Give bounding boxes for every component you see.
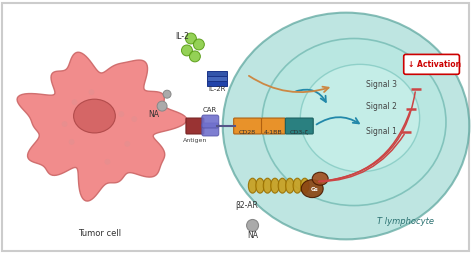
FancyBboxPatch shape: [186, 118, 204, 134]
Text: Gs: Gs: [310, 187, 318, 192]
Ellipse shape: [263, 178, 272, 193]
Ellipse shape: [256, 178, 264, 193]
Ellipse shape: [223, 13, 469, 239]
Text: IL-2R: IL-2R: [208, 86, 226, 92]
Circle shape: [69, 139, 74, 145]
Polygon shape: [207, 71, 227, 76]
Polygon shape: [17, 52, 187, 201]
Circle shape: [62, 121, 68, 127]
FancyBboxPatch shape: [202, 115, 219, 128]
Text: Antigen: Antigen: [182, 138, 207, 143]
Circle shape: [190, 51, 201, 62]
Text: Signal 1: Signal 1: [366, 128, 397, 136]
Polygon shape: [207, 76, 227, 81]
Circle shape: [193, 39, 204, 50]
Ellipse shape: [73, 99, 115, 133]
Circle shape: [185, 33, 196, 44]
Ellipse shape: [301, 178, 309, 193]
Circle shape: [72, 99, 78, 105]
Polygon shape: [207, 81, 227, 86]
Ellipse shape: [301, 64, 419, 172]
Text: Tumor cell: Tumor cell: [78, 229, 121, 238]
Circle shape: [246, 219, 258, 231]
FancyBboxPatch shape: [234, 118, 262, 134]
Ellipse shape: [278, 178, 287, 193]
Text: Signal 3: Signal 3: [366, 80, 397, 89]
Text: ↓ Activation: ↓ Activation: [408, 60, 461, 69]
Circle shape: [182, 45, 192, 56]
Text: NA: NA: [149, 109, 160, 119]
Text: β2-AR: β2-AR: [235, 201, 258, 210]
Text: T lymphocyte: T lymphocyte: [377, 217, 434, 226]
Text: CAR: CAR: [203, 107, 217, 113]
Text: Signal 2: Signal 2: [366, 102, 397, 111]
FancyBboxPatch shape: [285, 118, 313, 134]
FancyBboxPatch shape: [202, 123, 219, 136]
Circle shape: [104, 159, 110, 165]
Ellipse shape: [293, 178, 301, 193]
Circle shape: [131, 116, 137, 122]
Circle shape: [89, 89, 94, 95]
Ellipse shape: [262, 39, 446, 205]
Text: IL-2: IL-2: [175, 32, 189, 41]
Circle shape: [124, 141, 130, 147]
Text: 4-1BB: 4-1BB: [264, 130, 283, 135]
Text: CD28: CD28: [239, 130, 256, 135]
Ellipse shape: [286, 178, 294, 193]
Circle shape: [157, 101, 167, 111]
Ellipse shape: [301, 180, 323, 198]
Ellipse shape: [312, 172, 328, 185]
FancyBboxPatch shape: [404, 54, 459, 74]
Circle shape: [118, 111, 124, 117]
Ellipse shape: [248, 178, 257, 193]
Ellipse shape: [271, 178, 279, 193]
Text: CD3-ζ: CD3-ζ: [290, 130, 309, 135]
FancyBboxPatch shape: [262, 118, 285, 134]
Text: NA: NA: [247, 231, 258, 240]
Circle shape: [163, 90, 171, 98]
